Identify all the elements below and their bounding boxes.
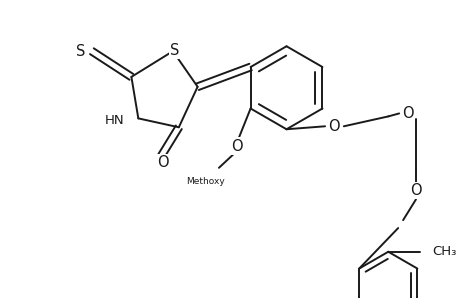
Text: O: O [409, 183, 421, 198]
Text: S: S [170, 43, 179, 58]
Text: HN: HN [105, 114, 124, 127]
Text: O: O [327, 119, 339, 134]
Text: O: O [157, 155, 168, 170]
Text: S: S [75, 44, 85, 59]
Text: CH₃: CH₃ [431, 245, 455, 258]
Text: O: O [230, 139, 242, 154]
Text: Methoxy: Methoxy [185, 177, 224, 186]
Text: O: O [401, 106, 413, 121]
